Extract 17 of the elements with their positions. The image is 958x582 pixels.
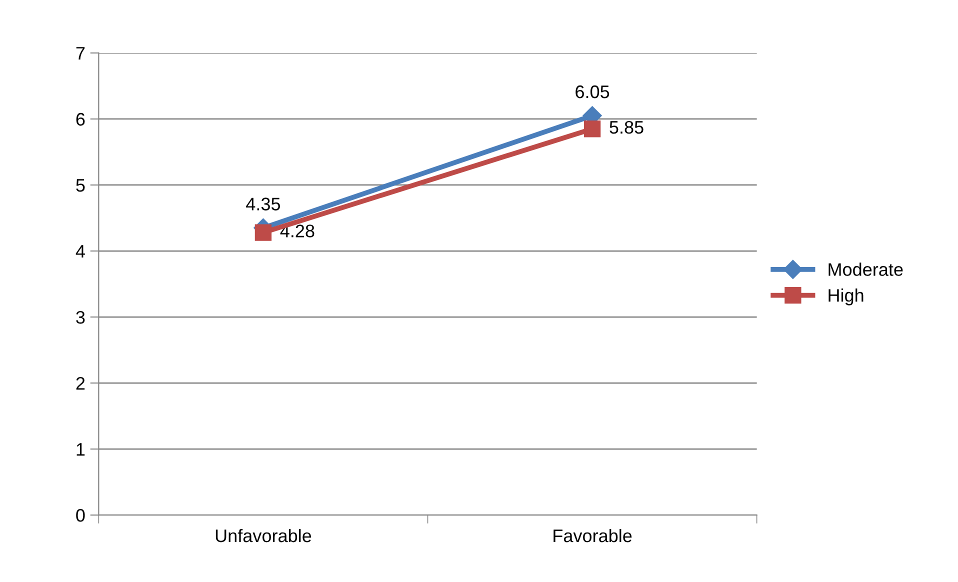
y-tick-label: 1 bbox=[76, 443, 85, 456]
point bbox=[254, 224, 272, 241]
y-tick-label: 4 bbox=[76, 245, 85, 258]
point bbox=[584, 120, 601, 138]
y-tick-label: 5 bbox=[76, 179, 85, 192]
legend-label: Moderate bbox=[828, 262, 903, 276]
data-label: 5.85 bbox=[610, 120, 644, 134]
y-tick-label: 0 bbox=[76, 509, 85, 522]
data-label: 4.35 bbox=[246, 198, 280, 210]
data-label: 6.05 bbox=[576, 85, 610, 98]
y-tick-label: 3 bbox=[76, 310, 85, 324]
y-tick-label: 7 bbox=[76, 47, 85, 60]
y-tick-label: 2 bbox=[76, 376, 85, 390]
x-tick-label: Unfavorable bbox=[216, 528, 312, 542]
x-tick-label: Favorable bbox=[554, 528, 632, 542]
legend-label: High bbox=[828, 288, 864, 306]
y-tick-label: 6 bbox=[76, 112, 85, 126]
